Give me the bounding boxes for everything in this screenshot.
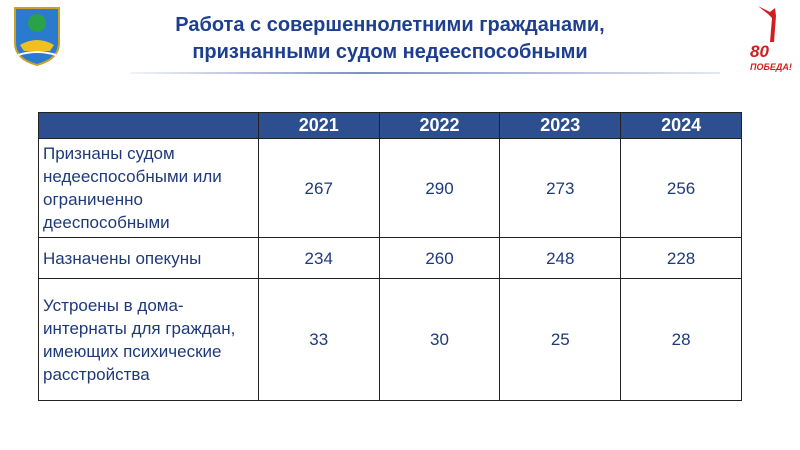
value-cell: 30 — [378, 278, 501, 401]
city-emblem — [14, 7, 60, 67]
table-body: Признаны судом недееспособными или огран… — [38, 138, 742, 401]
statue-icon — [758, 6, 776, 42]
value-cell: 25 — [499, 278, 622, 401]
value-cell: 267 — [257, 138, 380, 238]
emblem-text: ПОБЕДА! — [750, 62, 792, 72]
title-line: признанными судом недееспособными — [192, 41, 588, 63]
title-rule — [130, 72, 720, 74]
victory-emblem: 80 ПОБЕДА! — [748, 4, 794, 78]
emblem-number: 80 — [750, 42, 769, 61]
row-label: Признаны судом недееспособными или огран… — [38, 138, 259, 238]
header-row: 2021 2022 2023 2024 — [38, 112, 742, 139]
header-cell: 2021 — [257, 112, 380, 139]
value-cell: 273 — [499, 138, 622, 238]
value-cell: 260 — [378, 237, 501, 279]
table-row: Устроены в дома-интернаты для граждан, и… — [38, 278, 742, 401]
value-cell: 228 — [620, 237, 742, 279]
value-cell: 290 — [378, 138, 501, 238]
value-cell: 28 — [620, 278, 742, 401]
table-row: Назначены опекуны 234 260 248 228 — [38, 237, 742, 279]
header-cell — [38, 112, 259, 139]
value-cell: 234 — [257, 237, 380, 279]
header-cell: 2022 — [378, 112, 501, 139]
title-line: Работа с совершеннолетними гражданами, — [175, 14, 605, 36]
value-cell: 256 — [620, 138, 742, 238]
value-cell: 248 — [499, 237, 622, 279]
data-table: 2021 2022 2023 2024 Признаны судом недее… — [38, 112, 742, 401]
slide-title: Работа с совершеннолетними гражданами, п… — [120, 12, 660, 66]
row-label: Устроены в дома-интернаты для граждан, и… — [38, 278, 259, 401]
header-cell: 2023 — [499, 112, 622, 139]
header-cell: 2024 — [620, 112, 742, 139]
row-label: Назначены опекуны — [38, 237, 259, 279]
table-row: Признаны судом недееспособными или огран… — [38, 138, 742, 238]
value-cell: 33 — [257, 278, 380, 401]
